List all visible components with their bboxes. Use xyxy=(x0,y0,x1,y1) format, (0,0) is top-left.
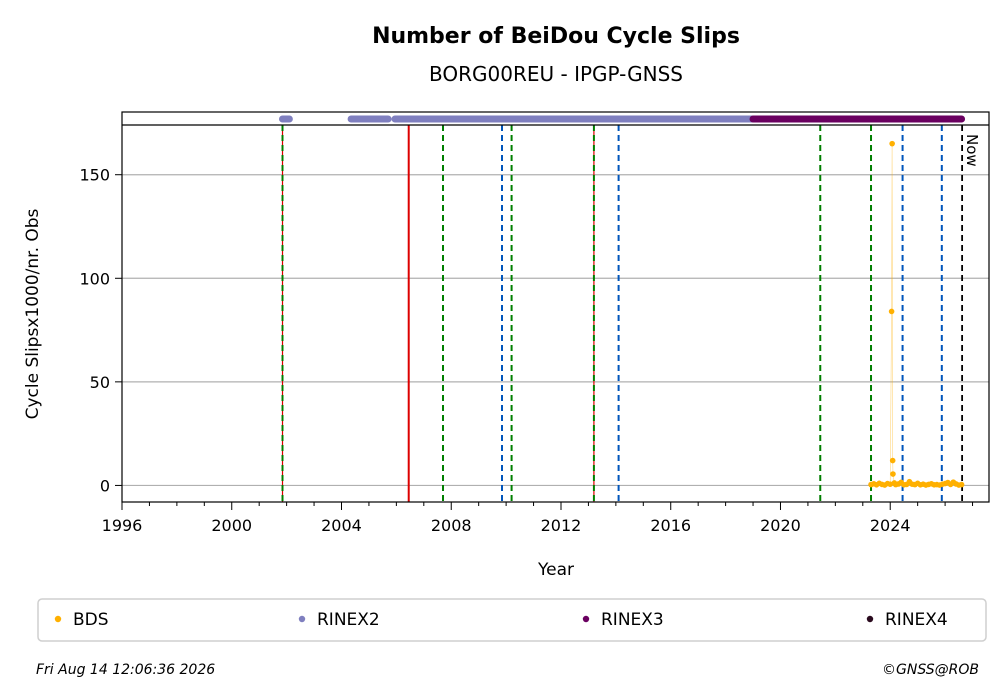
x-tick-label: 2024 xyxy=(870,516,911,535)
legend-label: RINEX4 xyxy=(885,610,948,630)
chart-title: Number of BeiDou Cycle Slips xyxy=(372,24,740,49)
legend-marker xyxy=(54,615,62,623)
x-tick-label: 2016 xyxy=(650,516,691,535)
x-axis-label: Year xyxy=(537,560,574,580)
footer-credit: ©GNSS@ROB xyxy=(882,662,979,678)
x-tick-label: 2000 xyxy=(211,516,252,535)
tick-labels: 1996 2000 2004 2008 2012 2016 2020 2024 0 50 100 15… xyxy=(79,166,910,535)
x-tick-label: 2004 xyxy=(321,516,362,535)
plot-frame xyxy=(121,111,990,503)
y-tick-label: 150 xyxy=(79,166,110,185)
y-tick-label: 50 xyxy=(90,373,110,392)
y-tick-label: 0 xyxy=(100,476,110,495)
legend-marker xyxy=(298,615,306,623)
bds-point xyxy=(889,457,896,464)
footer-timestamp: Fri Aug 14 12:06:36 2026 xyxy=(36,662,215,678)
bds-point xyxy=(888,308,895,315)
legend-entry: RINEX3 xyxy=(582,610,664,630)
legend-entry: RINEX2 xyxy=(298,610,380,630)
y-tick-label: 100 xyxy=(79,269,110,288)
bds-point xyxy=(890,471,896,477)
x-tick-label: 2008 xyxy=(431,516,472,535)
legend xyxy=(37,598,987,642)
legend-marker xyxy=(866,615,874,623)
event-lines: Now xyxy=(281,125,981,502)
bds-line xyxy=(870,143,962,486)
now-label: Now xyxy=(963,134,981,167)
legend-label: BDS xyxy=(73,610,109,630)
x-tick-label: 1996 xyxy=(102,516,143,535)
bds-points xyxy=(868,140,965,488)
legend-label: RINEX3 xyxy=(601,610,664,630)
axes xyxy=(115,111,990,510)
x-tick-label: 2012 xyxy=(541,516,582,535)
legend-entry: RINEX4 xyxy=(866,610,948,630)
legend-label: RINEX2 xyxy=(317,610,380,630)
y-axis-label: Cycle Slipsx1000/nr. Obs xyxy=(23,208,43,419)
legend-entries: BDS RINEX2 RINEX3 RINEX4 xyxy=(54,610,948,630)
bds-point xyxy=(889,140,895,147)
legend-entry: BDS xyxy=(54,610,109,630)
chart-subtitle: BORG00REU - IPGP-GNSS xyxy=(429,62,683,86)
grid-lines xyxy=(122,174,989,487)
x-tick-label: 2020 xyxy=(760,516,801,535)
legend-marker xyxy=(582,615,590,623)
bds-point xyxy=(958,481,965,488)
